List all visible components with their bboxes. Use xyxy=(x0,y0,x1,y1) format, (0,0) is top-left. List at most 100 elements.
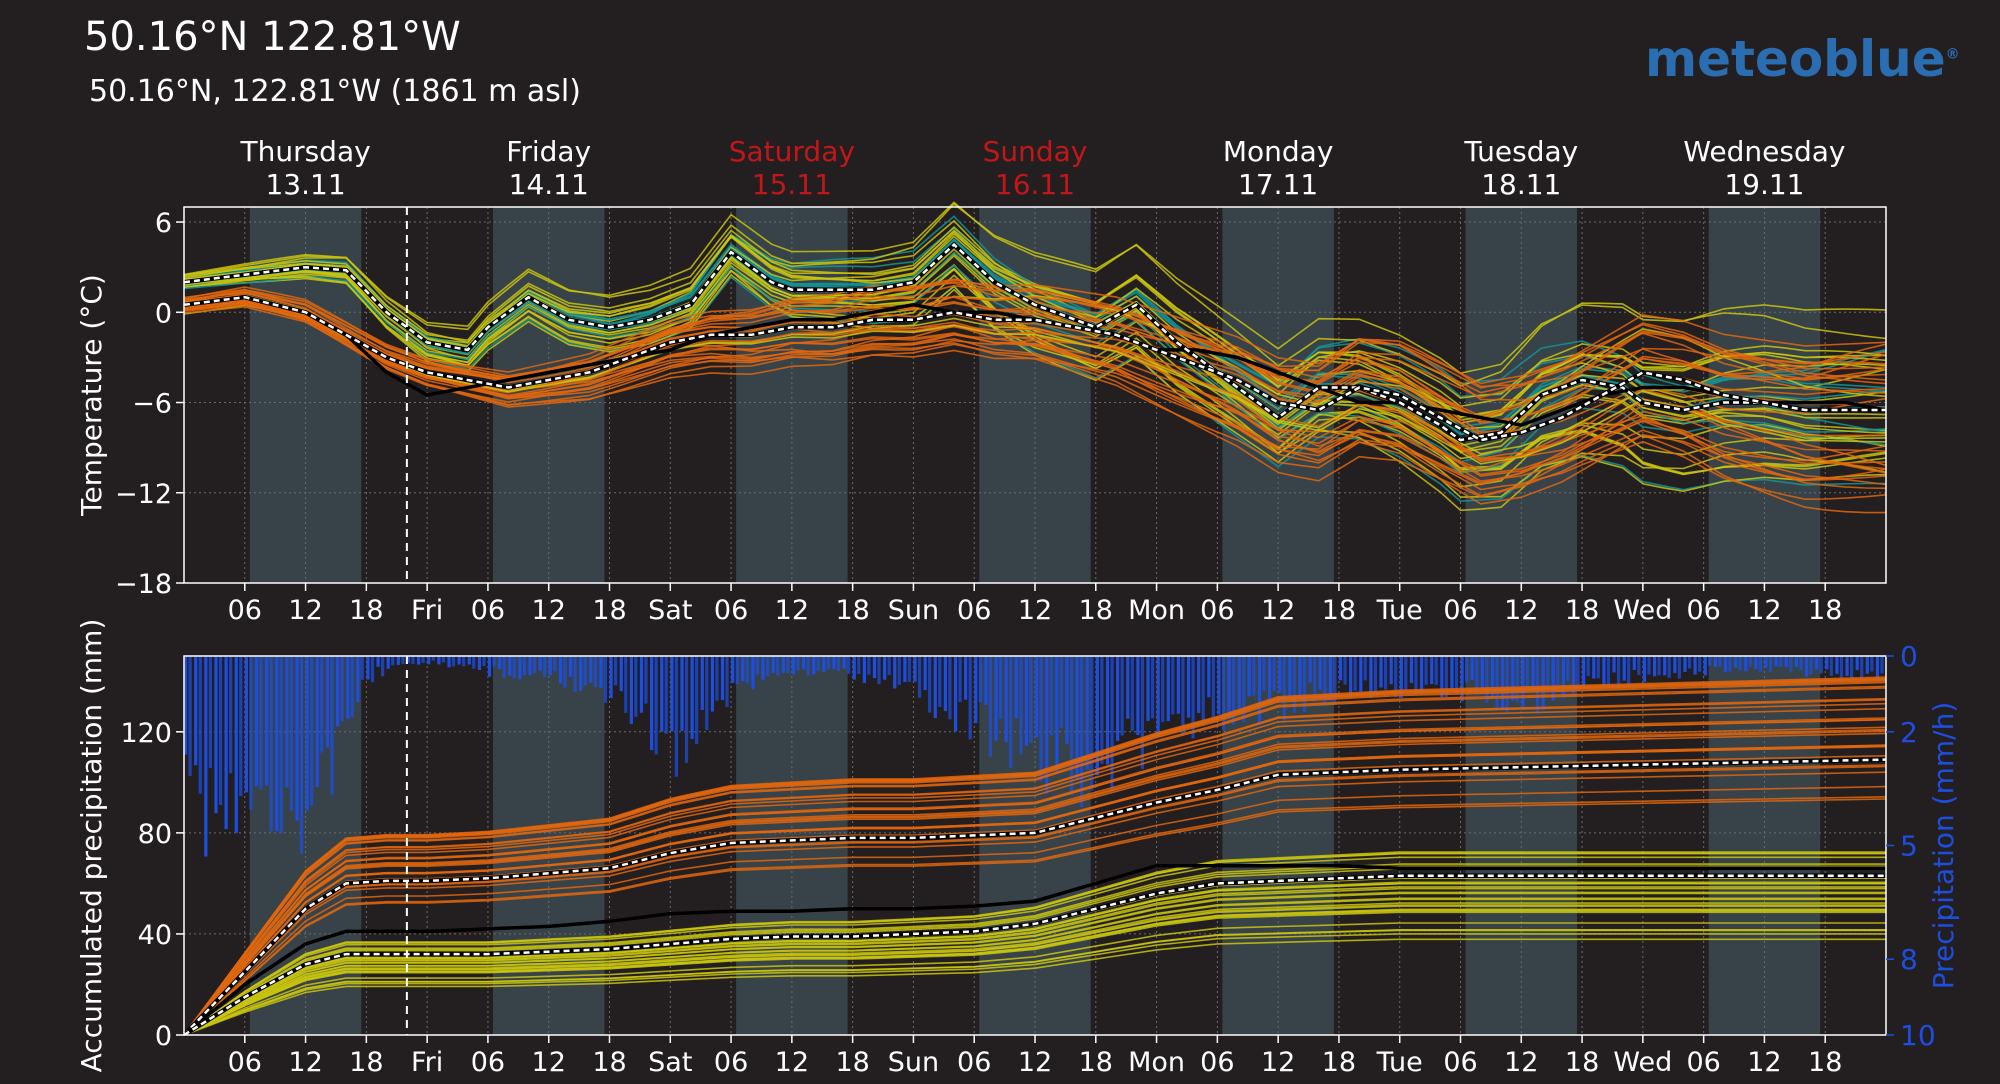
precip-rate-bar xyxy=(431,656,435,661)
precip-rate-bar xyxy=(1728,656,1732,672)
precip-rate-bar xyxy=(948,656,952,720)
precip-rate-bar xyxy=(786,656,790,674)
precip-rate-bar xyxy=(1616,656,1621,689)
day-name-3: Sunday xyxy=(983,135,1088,168)
precip-rate-bar xyxy=(1815,656,1819,670)
precip-rate-bar xyxy=(1764,656,1768,668)
x-tick-label: 12 xyxy=(775,595,809,626)
precip-rate-bar xyxy=(796,656,800,671)
ensemble-member-line xyxy=(183,938,1886,1036)
ensemble-member-line xyxy=(183,264,1887,488)
precip-rate-bar xyxy=(218,656,223,806)
median-low-line xyxy=(183,295,1886,442)
precip-rate-bar xyxy=(1693,656,1697,675)
precip-rate-bar xyxy=(842,656,846,669)
precip-rate-bar xyxy=(816,656,820,671)
precip-rate-bar xyxy=(1444,656,1448,698)
x-tick-label: Tue xyxy=(1376,595,1423,626)
precip-rate-bar xyxy=(508,656,512,676)
precip-rate-bar xyxy=(619,656,623,692)
ensemble-member-line xyxy=(183,302,1887,483)
precip-rate-bar xyxy=(259,656,263,790)
precip-rate-bar xyxy=(1855,656,1859,671)
precip-rate-bar xyxy=(1045,656,1049,794)
precip-rate-bar xyxy=(1632,656,1636,670)
meteoblue-logo[interactable]: meteoblue® xyxy=(1645,30,1960,88)
precip-rate-bar xyxy=(1029,656,1033,744)
precip-rate-bar xyxy=(1268,656,1272,704)
precip-rate-bar xyxy=(836,656,841,671)
x-tick-label: 06 xyxy=(957,1047,991,1078)
ensemble-member-line xyxy=(183,730,1887,1036)
x-tick-label: Sun xyxy=(888,1047,939,1078)
precip-rate-bar xyxy=(731,656,735,683)
precip-rate-bar xyxy=(310,656,314,806)
precip-rate-bar xyxy=(755,656,760,675)
ensemble-member-line xyxy=(183,933,1886,1036)
precip-rate-bar xyxy=(832,656,836,670)
precip-rate-bar xyxy=(194,656,198,766)
precip-rate-bar xyxy=(1556,656,1560,686)
precip-rate-bar xyxy=(877,656,881,685)
y-tick-label: 6 xyxy=(155,208,172,239)
precip-rate-bar xyxy=(1404,656,1408,693)
precip-rate-bar xyxy=(1095,656,1099,776)
ensemble-member-line xyxy=(183,702,1887,1036)
day-name-6: Wednesday xyxy=(1683,135,1845,168)
x-tick-label: Fri xyxy=(411,595,443,626)
precip-rate-bar xyxy=(477,656,481,671)
precip-rate-bar xyxy=(806,656,810,676)
precip-rate-bar xyxy=(1718,656,1722,667)
precip-rate-bar xyxy=(1566,656,1570,681)
ensemble-member-line xyxy=(183,771,1887,1036)
x-tick-label: 12 xyxy=(1018,1047,1052,1078)
precip-rate-bar xyxy=(964,656,968,700)
precip-rate-bar xyxy=(907,656,911,682)
precip-rate-bar xyxy=(553,656,557,672)
precip-rate-bar xyxy=(1450,656,1454,689)
precip-rate-bar xyxy=(1677,656,1681,679)
precip-rate-bar xyxy=(1531,656,1535,690)
precip-rate-bar xyxy=(244,656,248,793)
precip-rate-bar xyxy=(847,656,851,674)
precip-rate-bar xyxy=(482,656,486,666)
precip-rate-bar xyxy=(1454,656,1459,695)
precip-rate-bar xyxy=(558,656,563,684)
precip-rate-bar xyxy=(583,656,587,686)
precip-rate-bar xyxy=(1211,656,1215,723)
precip-rate-bar xyxy=(593,656,597,688)
precip-rate-bar xyxy=(208,656,212,769)
x-tick-label: Sat xyxy=(648,1047,692,1078)
precip-rate-bar xyxy=(1546,656,1550,686)
x-tick-label: 12 xyxy=(532,1047,566,1078)
precip-rate-bar xyxy=(958,656,962,703)
precip-rate-bar xyxy=(502,656,506,678)
x-tick-label: 18 xyxy=(1565,595,1599,626)
precip-rate-bar xyxy=(812,656,816,675)
precip-rate-bar xyxy=(1379,656,1383,688)
logo-registered-mark: ® xyxy=(1945,46,1960,63)
precip-rate-bar xyxy=(765,656,770,677)
ensemble-member-line xyxy=(183,798,1887,1036)
precipitation-panel: 06 12 18 Fri 06 12 18 Sat 06 12 18 Sun 06 12 18 Mon 06 12… xyxy=(75,619,1960,1078)
precip-rate-bar xyxy=(1829,656,1833,676)
precip-rate-bar xyxy=(1262,656,1266,691)
precip-rate-bar xyxy=(1698,656,1702,672)
ensemble-member-line xyxy=(183,201,1887,374)
precip-rate-bar xyxy=(1525,656,1529,694)
precip-rate-bar xyxy=(1703,656,1707,676)
precip-rate-bar xyxy=(1849,656,1854,679)
precip-rate-bar xyxy=(1035,656,1039,738)
y2-tick-label: 10 xyxy=(1900,1019,1936,1052)
precip-rate-bar xyxy=(603,656,608,703)
x-tick-label: 18 xyxy=(1808,595,1842,626)
precip-rate-bar xyxy=(1359,656,1363,692)
precip-rate-bar xyxy=(421,656,425,663)
ensemble-member-line xyxy=(183,785,1887,1036)
precip-rate-bar xyxy=(720,656,725,701)
precip-rate-bar xyxy=(512,656,516,679)
precip-rate-bar xyxy=(715,656,719,701)
precip-rate-bar xyxy=(745,656,749,684)
x-tick-label: 06 xyxy=(1686,1047,1720,1078)
precip-rate-bar xyxy=(1794,656,1799,667)
